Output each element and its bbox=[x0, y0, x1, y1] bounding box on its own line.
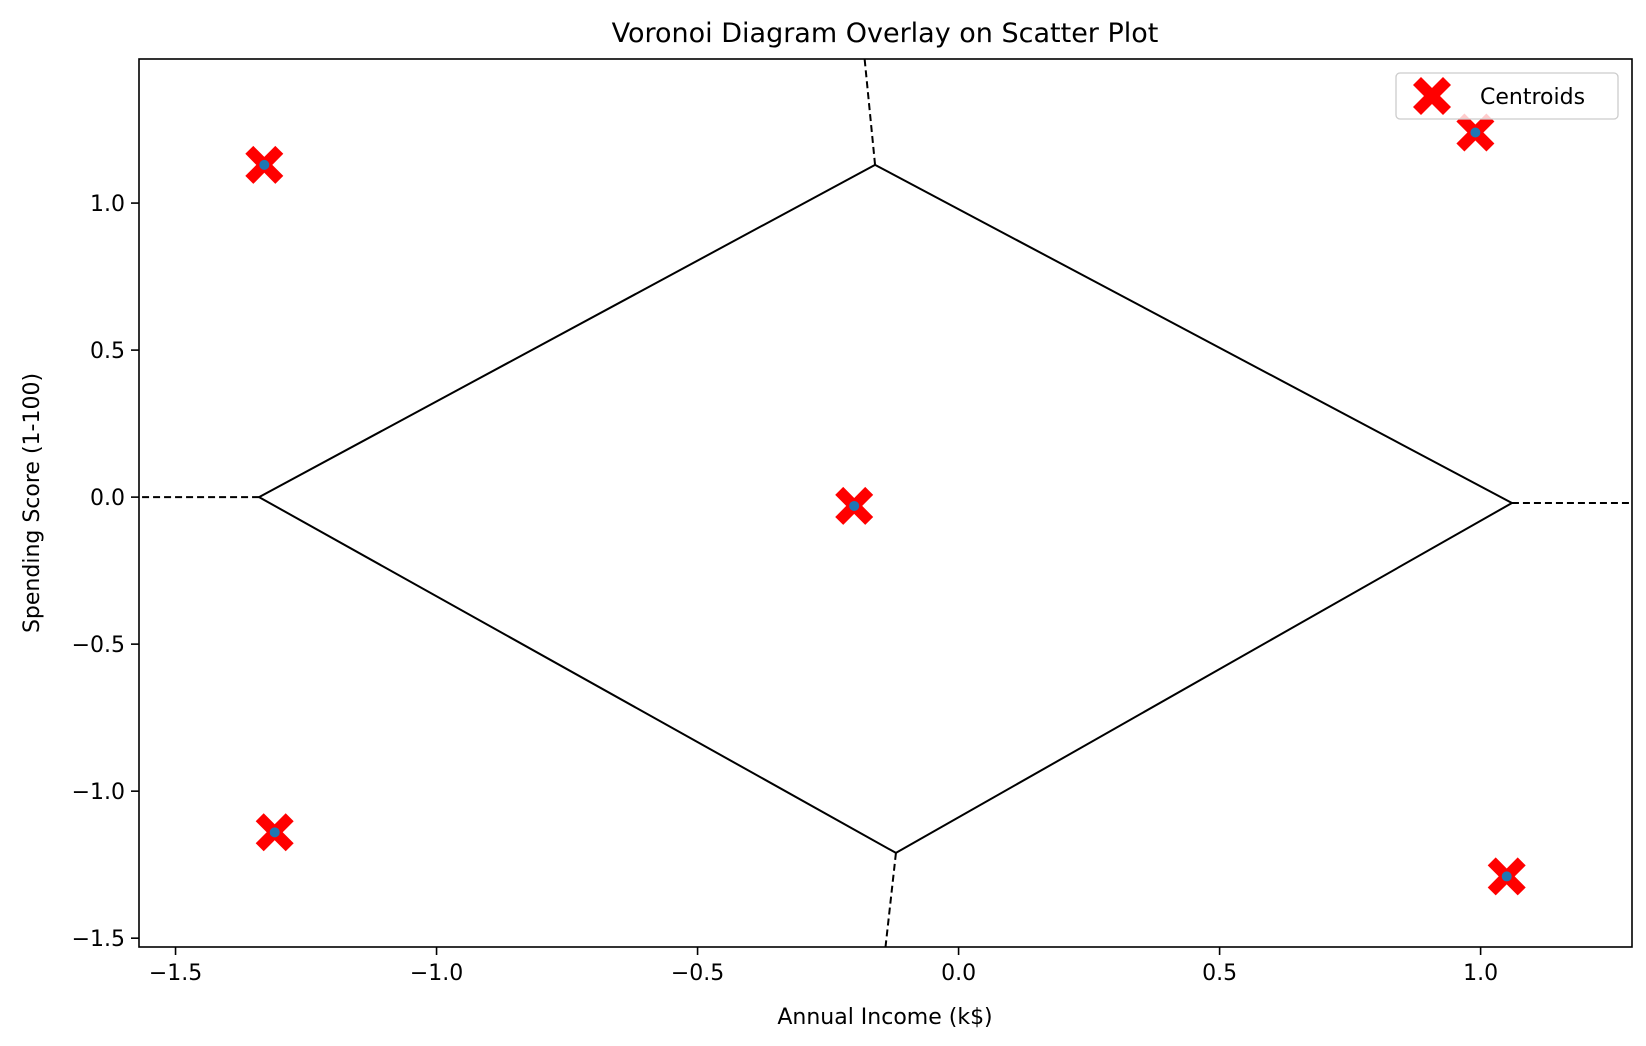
data-point-0 bbox=[259, 159, 270, 170]
x-tick-label-3: 0.0 bbox=[941, 961, 976, 986]
y-tick-label-3: −0.5 bbox=[72, 633, 125, 658]
data-point-1 bbox=[269, 827, 280, 838]
y-tick-label-1: 0.5 bbox=[90, 339, 125, 364]
x-tick-label-4: 0.5 bbox=[1202, 961, 1237, 986]
x-tick-label-0: −1.5 bbox=[149, 961, 202, 986]
voronoi-infinite-ridge-3 bbox=[884, 852, 897, 947]
x-axis-label: Annual Income (k$) bbox=[777, 1005, 992, 1030]
voronoi-layer bbox=[139, 59, 1632, 947]
data-point-3 bbox=[1470, 127, 1481, 138]
voronoi-ridge-0 bbox=[258, 163, 876, 498]
y-tick-label-2: 0.0 bbox=[90, 486, 125, 511]
x-tick-label-5: 1.0 bbox=[1463, 961, 1498, 986]
y-tick-label-0: 1.0 bbox=[90, 192, 125, 217]
y-tick-label-4: −1.0 bbox=[72, 780, 125, 805]
legend: Centroids bbox=[1395, 72, 1619, 120]
y-axis-label: Spending Score (1-100) bbox=[20, 373, 45, 633]
voronoi-ridge-3 bbox=[258, 496, 897, 854]
legend-label-centroids: Centroids bbox=[1480, 85, 1585, 110]
legend-frame bbox=[1395, 72, 1619, 120]
y-tick-label-5: −1.5 bbox=[72, 927, 125, 952]
x-tick-label-1: −1.0 bbox=[410, 961, 463, 986]
voronoi-ridge-1 bbox=[874, 163, 1513, 504]
ticks-layer: −1.5 −1.0 −0.5 0.0 0.5 1.0 1.0 0.5 0.0 −0.5 −1.0 −1… bbox=[72, 192, 1499, 986]
plot-frame bbox=[138, 58, 1633, 948]
data-point-4 bbox=[1501, 871, 1512, 882]
data-point-2 bbox=[849, 500, 860, 511]
chart-title: Voronoi Diagram Overlay on Scatter Plot bbox=[612, 18, 1159, 49]
legend-marker-centroids-glyph bbox=[1413, 77, 1451, 115]
legend-marker-centroids bbox=[1413, 77, 1451, 115]
voronoi-infinite-ridge-1 bbox=[863, 59, 877, 165]
voronoi-ridge-2 bbox=[895, 502, 1513, 854]
marks-layer bbox=[245, 113, 1526, 896]
x-tick-label-2: −0.5 bbox=[671, 961, 724, 986]
